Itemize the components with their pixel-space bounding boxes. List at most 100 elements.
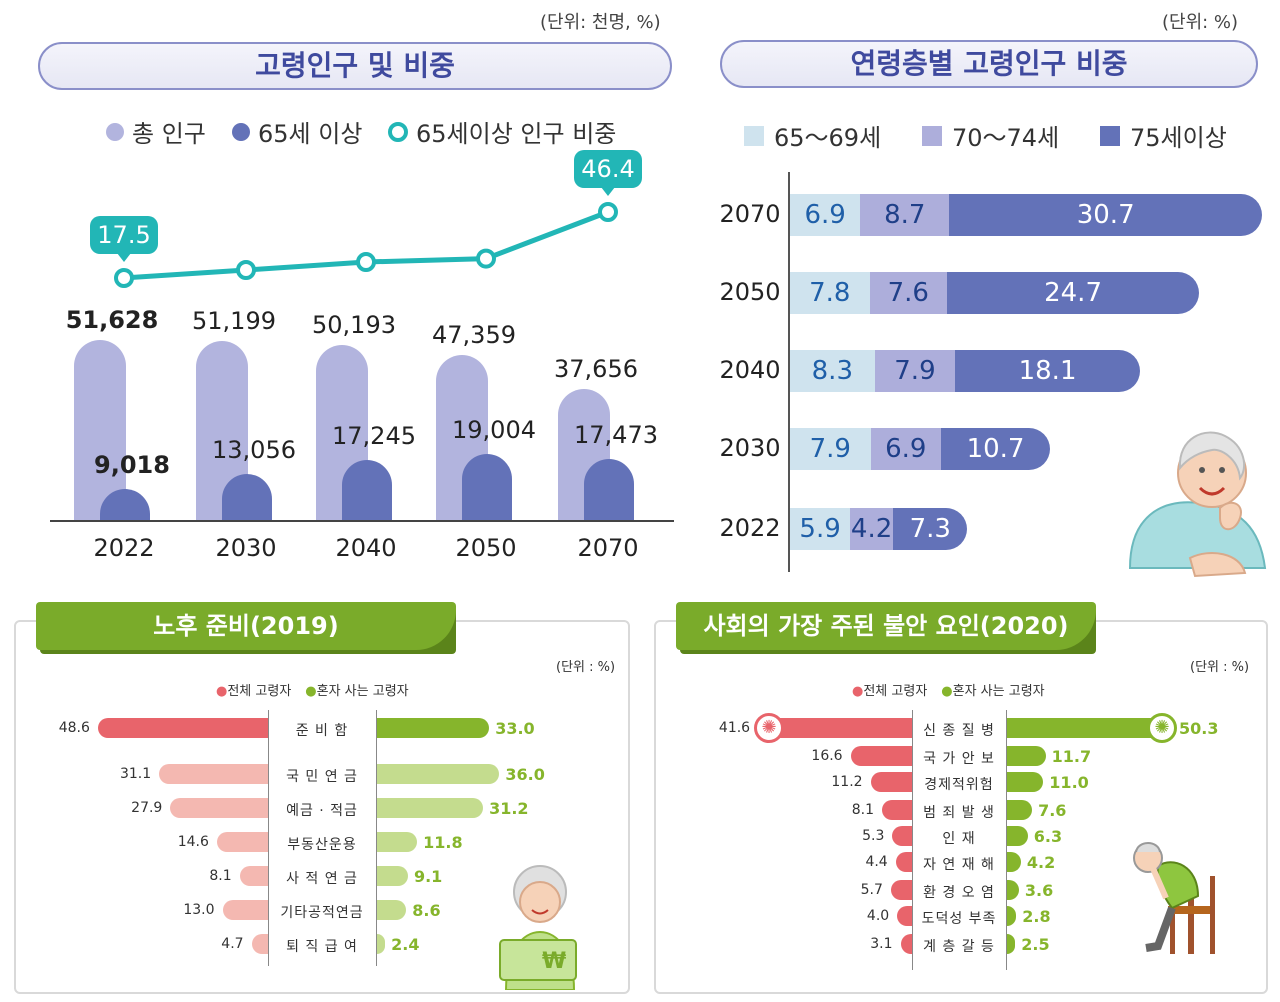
living-alone-bar bbox=[377, 764, 500, 784]
stacked-segment: 7.8 bbox=[790, 272, 870, 314]
category-label: 국 가 안 보 bbox=[923, 751, 995, 767]
legend-square-icon bbox=[922, 125, 942, 146]
stacked-segment: 7.3 bbox=[893, 508, 968, 550]
svg-text:₩: ₩ bbox=[542, 949, 566, 974]
total-population-label: 50,193 bbox=[312, 311, 396, 339]
stacked-segment: 24.7 bbox=[947, 272, 1200, 314]
stacked-segment: 4.2 bbox=[850, 508, 893, 550]
virus-icon: ✺ bbox=[1146, 713, 1177, 743]
category-label: 신 종 질 병 bbox=[923, 723, 995, 739]
y-tick-label: 2030 bbox=[719, 434, 781, 462]
x-tick-label: 2050 bbox=[455, 534, 517, 562]
all-elderly-value: 4.0 bbox=[866, 908, 890, 924]
all-elderly-value: 14.6 bbox=[177, 834, 209, 850]
all-elderly-value: 8.1 bbox=[851, 802, 875, 818]
living-alone-bar bbox=[1007, 826, 1028, 846]
all-elderly-bar bbox=[870, 772, 912, 792]
x-axis-line bbox=[50, 520, 674, 522]
stacked-segment: 6.9 bbox=[870, 428, 941, 470]
living-alone-value: 8.6 bbox=[412, 901, 441, 920]
callout-pointer bbox=[117, 253, 131, 262]
elderly-woman-illustration: ₩ bbox=[499, 865, 577, 990]
all-elderly-bar bbox=[897, 906, 912, 926]
panel4-divider-right bbox=[1006, 710, 1007, 970]
legend-label: 65세 이상 bbox=[258, 120, 363, 148]
ratio-line-svg bbox=[114, 202, 618, 288]
stacked-segment: 7.9 bbox=[874, 350, 956, 392]
x-tick-label: 2030 bbox=[215, 534, 277, 562]
panel3-frame bbox=[14, 620, 630, 994]
living-alone-value: 3.6 bbox=[1024, 881, 1054, 900]
total-population-label: 51,628 bbox=[65, 306, 159, 334]
ratio-point bbox=[356, 252, 376, 273]
total-population-label: 37,656 bbox=[554, 354, 638, 383]
elderly-population-bar bbox=[462, 453, 512, 520]
legend-label: 70～74세 bbox=[952, 124, 1060, 152]
panel3-legend: ●전체 고령자 ●혼자 사는 고령자 bbox=[216, 680, 409, 699]
panel2-unit: (단위: %) bbox=[1162, 12, 1239, 33]
living-alone-value: 4.2 bbox=[1026, 853, 1056, 872]
panel4-title: 사회의 가장 주된 불안 요인(2020) bbox=[676, 602, 1096, 650]
stacked-segment: 8.3 bbox=[790, 350, 875, 392]
all-elderly-bar bbox=[222, 900, 268, 920]
panel3-unit: (단위 : %) bbox=[556, 660, 616, 675]
legend-label: 65～69세 bbox=[774, 124, 882, 152]
ratio-point bbox=[598, 202, 618, 222]
all-elderly-bar bbox=[890, 880, 912, 900]
living-alone-value: 2.8 bbox=[1022, 907, 1051, 926]
living-alone-value: 2.5 bbox=[1021, 935, 1050, 954]
panel1-unit: (단위: 천명, %) bbox=[540, 12, 661, 33]
living-alone-value: 7.6 bbox=[1038, 801, 1067, 820]
panel3-divider-left bbox=[268, 710, 269, 966]
stacked-segment: 10.7 bbox=[940, 428, 1051, 470]
total-population-label: 47,359 bbox=[432, 320, 516, 349]
legend-all-elderly: ●전체 고령자 bbox=[852, 684, 928, 699]
living-alone-value: 50.3 bbox=[1178, 719, 1219, 738]
stacked-segment: 18.1 bbox=[955, 350, 1140, 392]
living-alone-bar bbox=[1007, 718, 1173, 738]
all-elderly-value: 3.1 bbox=[870, 936, 893, 952]
sitting-elderly-man-illustration bbox=[1133, 842, 1215, 954]
all-elderly-value: 31.1 bbox=[119, 766, 152, 782]
stacked-segment: 7.6 bbox=[869, 272, 948, 314]
legend-label: 총 인구 bbox=[132, 120, 206, 148]
elderly-man-illustration bbox=[1128, 431, 1267, 578]
living-alone-value: 11.8 bbox=[423, 833, 463, 852]
category-label: 도덕성 부족 bbox=[921, 911, 997, 927]
category-label: 인 재 bbox=[942, 831, 976, 847]
callout-pointer bbox=[601, 187, 615, 196]
x-tick-label: 2070 bbox=[577, 534, 639, 562]
population-chart: 51,628 9,018 2022 51,199 13,056 2030 50,193 17,… bbox=[0, 0, 700, 580]
legend-square-icon bbox=[1100, 125, 1120, 146]
all-elderly-value: 5.3 bbox=[862, 828, 885, 844]
all-elderly-bar bbox=[895, 852, 912, 872]
living-alone-bar bbox=[1007, 880, 1019, 900]
y-tick-label: 2040 bbox=[719, 356, 781, 384]
elderly-population-label: 9,018 bbox=[94, 450, 170, 479]
category-label: 사 적 연 금 bbox=[286, 871, 358, 887]
elderly-population-label: 17,245 bbox=[332, 421, 416, 450]
all-elderly-value: 8.1 bbox=[209, 868, 232, 884]
panel1-title: 고령인구 및 비중 bbox=[38, 42, 672, 90]
all-elderly-bar bbox=[892, 826, 912, 846]
living-alone-value: 6.3 bbox=[1033, 827, 1063, 846]
legend-age-65-69: 65～69세 bbox=[744, 118, 881, 153]
y-tick-label: 2050 bbox=[719, 278, 781, 306]
legend-living-alone: ●혼자 사는 고령자 bbox=[305, 684, 409, 699]
living-alone-bar bbox=[1007, 852, 1021, 872]
all-elderly-value: 4.4 bbox=[865, 854, 888, 870]
living-alone-bar bbox=[1007, 906, 1017, 926]
category-label: 범 죄 발 생 bbox=[923, 805, 995, 821]
ratio-callout: 17.5 bbox=[90, 216, 158, 254]
category-label: 기타공적연금 bbox=[280, 905, 364, 921]
category-label: 경제적위험 bbox=[924, 777, 994, 793]
all-elderly-bar bbox=[251, 934, 268, 954]
living-alone-value: 33.0 bbox=[495, 719, 535, 738]
ratio-point bbox=[476, 248, 496, 269]
retirement-prep-chart: 48.6 준 비 함 33.0 31.1 국 민 연 금 36.0 27.9 예금 · 적금 3… bbox=[59, 718, 545, 955]
legend-label: 75세이상 bbox=[1130, 124, 1227, 152]
living-alone-value: 2.4 bbox=[391, 935, 420, 954]
x-tick-label: 2040 bbox=[335, 534, 397, 562]
legend-all-elderly: ●전체 고령자 bbox=[216, 684, 292, 699]
